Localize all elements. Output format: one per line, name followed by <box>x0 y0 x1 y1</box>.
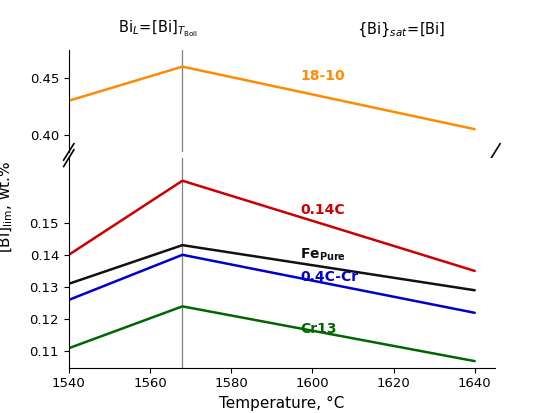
Text: $[\mathrm{Bi}]_{\mathrm{lim}}$, wt.%: $[\mathrm{Bi}]_{\mathrm{lim}}$, wt.% <box>0 160 15 253</box>
X-axis label: Temperature, °C: Temperature, °C <box>219 396 344 411</box>
Text: $\mathrm{Bi}_L\!=\![\mathrm{Bi}]_{T_{\mathrm{Boil}}}$: $\mathrm{Bi}_L\!=\![\mathrm{Bi}]_{T_{\ma… <box>118 19 199 39</box>
Text: 0.4C-Cr: 0.4C-Cr <box>300 271 358 285</box>
Text: 18-10: 18-10 <box>300 69 345 83</box>
Text: Fe$_{\mathregular{Pure}}$: Fe$_{\mathregular{Pure}}$ <box>300 247 346 263</box>
Text: $\{\mathrm{Bi}\}_{sat}\!=\![\mathrm{Bi}]$: $\{\mathrm{Bi}\}_{sat}\!=\![\mathrm{Bi}]… <box>357 21 446 39</box>
Text: Cr13: Cr13 <box>300 322 337 336</box>
Text: 0.14C: 0.14C <box>300 203 345 217</box>
